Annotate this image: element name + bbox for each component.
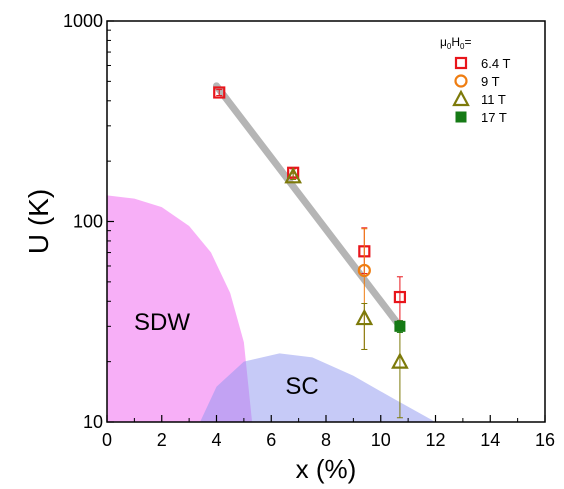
y-axis-ticks: 10 100 1000	[63, 11, 114, 432]
marker-triangle-open	[452, 89, 470, 107]
region-labels: SDW SC	[134, 309, 319, 400]
trend-line	[213, 82, 404, 330]
x-tick-label: 6	[266, 430, 276, 450]
marker-triangle-open	[355, 308, 374, 326]
y-axis-label: U (K)	[23, 189, 54, 254]
legend-label: 9 T	[481, 74, 500, 89]
y-tick-label: 10	[83, 412, 103, 432]
marker-circle-open	[454, 74, 468, 88]
x-tick-label: 14	[480, 430, 500, 450]
series-17-T	[394, 320, 406, 333]
x-tick-label: 4	[211, 430, 221, 450]
y-tick-label: 100	[73, 212, 103, 232]
legend-title: μ0H0=	[440, 35, 472, 51]
marker-square-open	[213, 86, 226, 99]
region-sdw	[107, 195, 253, 422]
trend-line-group	[213, 82, 404, 330]
region-label-sdw: SDW	[134, 309, 190, 336]
legend-label: 17 T	[481, 110, 507, 125]
region-sc	[200, 353, 436, 422]
x-axis-ticks: 0 2 4 6 8 10 12 14 16	[102, 415, 555, 450]
marker-square-open	[454, 56, 468, 70]
x-axis-label: x (%)	[296, 454, 357, 484]
marker-square-filled	[394, 320, 406, 332]
marker-circle-open	[357, 263, 371, 278]
legend-label: 6.4 T	[481, 56, 510, 71]
x-tick-label: 12	[425, 430, 445, 450]
x-tick-label: 8	[321, 430, 331, 450]
x-tick-label: 2	[157, 430, 167, 450]
x-tick-label: 10	[371, 430, 391, 450]
marker-triangle-open	[391, 352, 409, 369]
marker-square-filled	[455, 111, 467, 123]
y-tick-label: 1000	[63, 11, 103, 31]
legend: μ0H0= 6.4 T 9 T 11 T 17 T	[440, 35, 510, 125]
marker-triangle-open	[284, 167, 302, 184]
marker-square-open	[393, 290, 407, 304]
legend-label: 11 T	[481, 92, 506, 107]
series-11-T	[284, 167, 409, 419]
x-tick-label: 0	[102, 430, 112, 450]
region-label-sc: SC	[285, 373, 318, 400]
phase-regions	[107, 195, 436, 422]
data-points	[213, 86, 409, 419]
x-tick-label: 16	[535, 430, 555, 450]
